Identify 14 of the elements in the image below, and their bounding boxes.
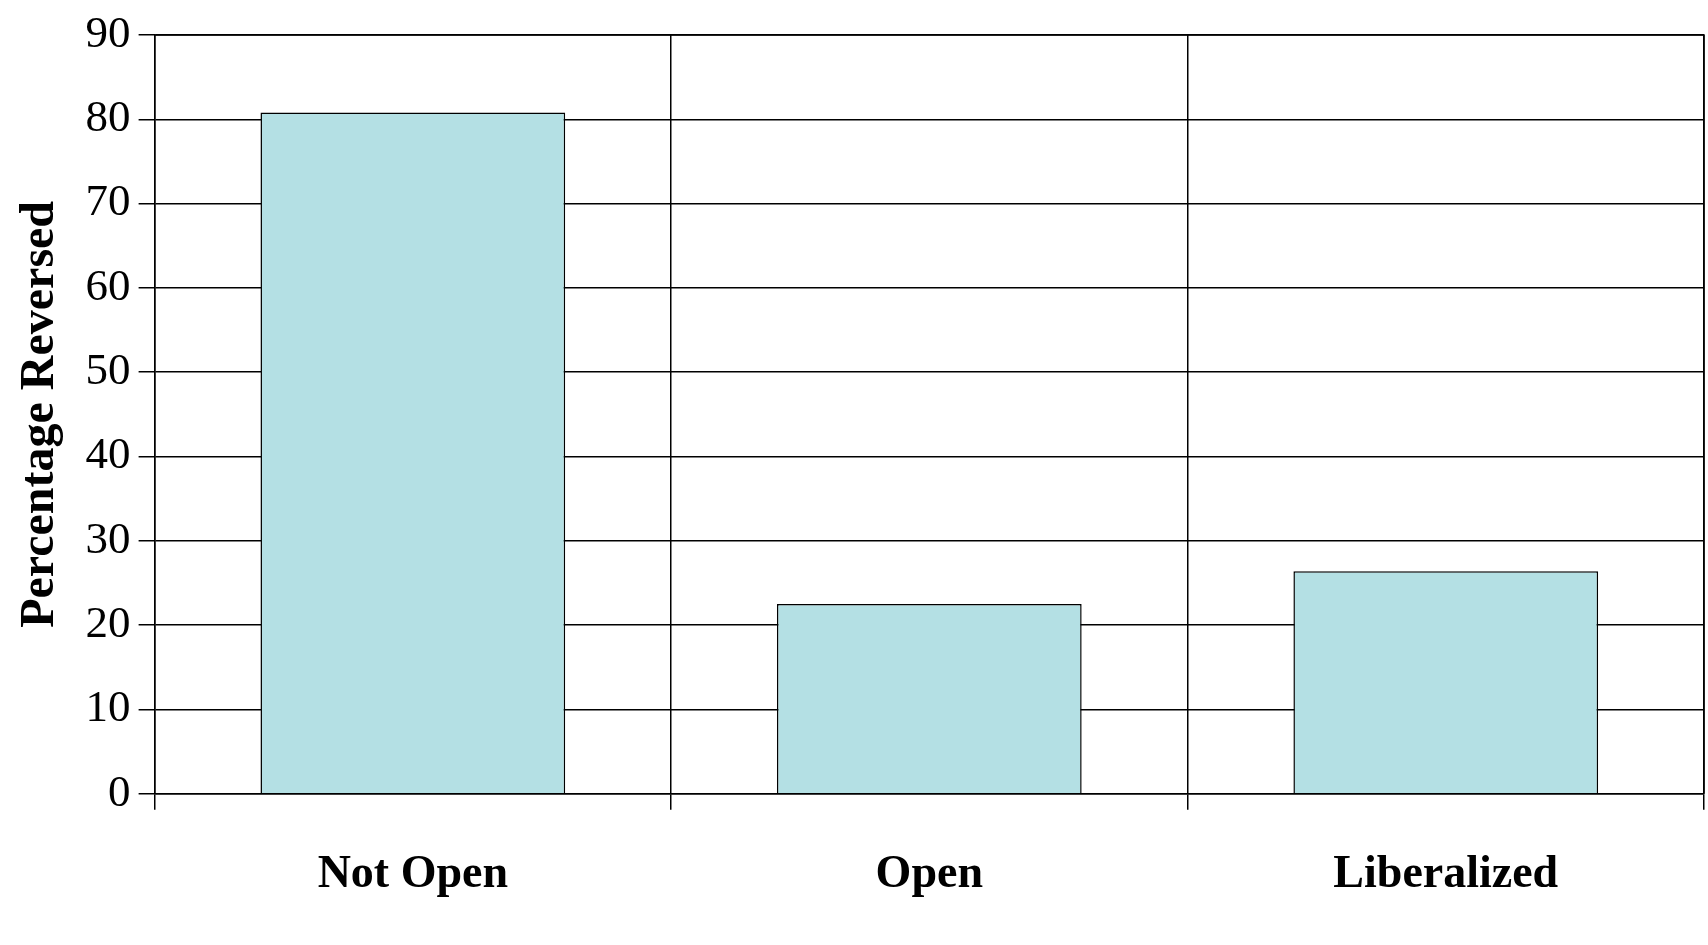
x-tick-label: Open bbox=[875, 846, 983, 898]
y-tick-label: 70 bbox=[85, 175, 131, 226]
y-tick-label: 90 bbox=[85, 6, 131, 57]
y-tick-label: 50 bbox=[85, 344, 131, 395]
y-axis-title: Percentage Reversed bbox=[10, 200, 64, 628]
y-tick-label: 20 bbox=[85, 596, 131, 647]
x-tick-label: Liberalized bbox=[1333, 846, 1559, 898]
y-tick-label: 10 bbox=[85, 681, 131, 732]
x-tick-label: Not Open bbox=[317, 846, 509, 898]
y-tick-label: 80 bbox=[85, 91, 131, 142]
y-tick-label: 0 bbox=[108, 765, 131, 816]
y-tick-label: 40 bbox=[85, 428, 131, 479]
y-tick-label: 30 bbox=[85, 512, 131, 563]
y-tick-label: 60 bbox=[85, 259, 131, 310]
